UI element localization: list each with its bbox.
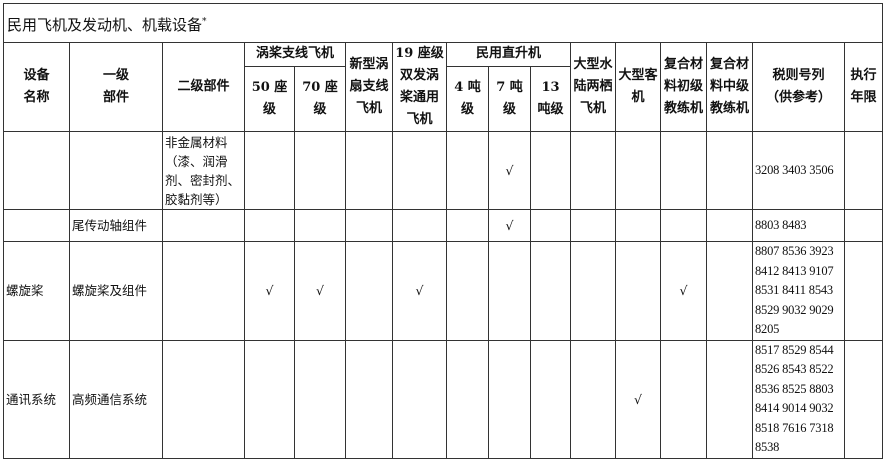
header-tariff: 税则号列 （供参考） [752,42,845,132]
check-cell [706,339,753,459]
check-cell [345,131,393,210]
header-composite-intermediate: 复合材料中级教练机 [706,42,753,132]
header-ton7: 7 吨级 [488,65,531,133]
check-cell [530,339,571,459]
check-cell [530,241,571,341]
check-cell [345,209,393,242]
check-cell [530,131,571,210]
device-name-cell [3,209,70,242]
years-cell [843,241,884,341]
check-cell [530,209,571,242]
check-cell: √ [488,209,531,242]
check-cell [570,339,616,459]
table-row: 通讯系统 高频通信系统 √ 8517 8529 8544 8526 8543 8522… [3,339,884,459]
check-cell [660,131,707,210]
header-composite-primary: 复合材料初级教练机 [660,42,707,132]
check-cell [244,209,295,242]
header-years: 执行年限 [843,42,884,132]
header-ton4: 4 吨级 [446,65,489,133]
table-row: 尾传动轴组件 √ 8803 8483 [3,209,884,242]
level1-cell: 螺旋桨及组件 [69,241,163,341]
equipment-table: 民用飞机及发动机、机载设备* 设备 名称 一级 部件 二级部件 涡桨支线飞机 新… [2,3,884,459]
check-cell [446,131,489,210]
device-name-cell [3,131,70,210]
check-cell [446,241,489,341]
check-cell [244,131,295,210]
check-cell [446,339,489,459]
header-turboprop-group: 涡桨支线飞机 [244,42,346,67]
check-cell [392,339,447,459]
level2-cell [162,209,245,242]
check-cell: √ [660,241,707,341]
table-title: 民用飞机及发动机、机载设备* [2,3,884,43]
header-seat70: 70 座级 [294,65,346,133]
check-cell [706,131,753,210]
title-footnote-mark: * [202,16,207,27]
header-level1: 一级 部件 [69,42,163,132]
check-cell [570,209,616,242]
level2-cell: 非金属材料（漆、润滑剂、密封剂、胶黏剂等） [162,131,245,210]
check-cell [345,241,393,341]
check-cell [446,209,489,242]
title-text: 民用飞机及发动机、机载设备 [7,15,203,34]
check-cell [615,209,661,242]
check-cell: √ [392,241,447,341]
check-cell: √ [294,241,346,341]
tariff-cell: 8807 8536 3923 8412 8413 9107 8531 8411 … [752,241,845,341]
check-cell [392,131,447,210]
check-cell [294,339,346,459]
years-cell [843,209,884,242]
header-ton13: 13 吨级 [530,65,571,133]
header-new-turbofan: 新型涡扇支线飞机 [345,42,393,132]
check-cell [570,131,616,210]
check-cell [392,209,447,242]
check-cell [660,339,707,459]
check-cell: √ [244,241,295,341]
tariff-cell: 8517 8529 8544 8526 8543 8522 8536 8525 … [752,339,845,459]
device-name-cell: 通讯系统 [3,339,70,459]
header-seat50: 50 座级 [244,65,295,133]
header-airliner: 大型客机 [615,42,661,132]
check-cell [660,209,707,242]
check-cell [706,209,753,242]
check-cell [488,339,531,459]
header-level2: 二级部件 [162,42,245,132]
header-heli-group: 民用直升机 [446,42,571,67]
level2-cell [162,339,245,459]
years-cell [843,339,884,459]
header-seat19: 19 座级双发涡桨通用飞机 [392,42,447,132]
table-row: 非金属材料（漆、润滑剂、密封剂、胶黏剂等） √ 3208 3403 3506 [3,131,884,210]
check-cell [294,131,346,210]
header-device-name: 设备 名称 [3,42,70,132]
device-name-cell: 螺旋桨 [3,241,70,341]
check-cell [706,241,753,341]
check-cell [615,241,661,341]
check-cell [488,241,531,341]
table-row: 螺旋桨 螺旋桨及组件 √ √ √ √ 8807 8536 3923 8412 8413 91… [3,241,884,341]
check-cell [345,339,393,459]
check-cell: √ [488,131,531,210]
years-cell [843,131,884,210]
check-cell [294,209,346,242]
tariff-cell: 8803 8483 [752,209,845,242]
header-amphibian: 大型水陆两栖飞机 [570,42,616,132]
level1-cell: 尾传动轴组件 [69,209,163,242]
check-cell: √ [615,339,661,459]
level1-cell: 高频通信系统 [69,339,163,459]
level1-cell [69,131,163,210]
tariff-cell: 3208 3403 3506 [752,131,845,210]
level2-cell [162,241,245,341]
check-cell [570,241,616,341]
check-cell [244,339,295,459]
check-cell [615,131,661,210]
